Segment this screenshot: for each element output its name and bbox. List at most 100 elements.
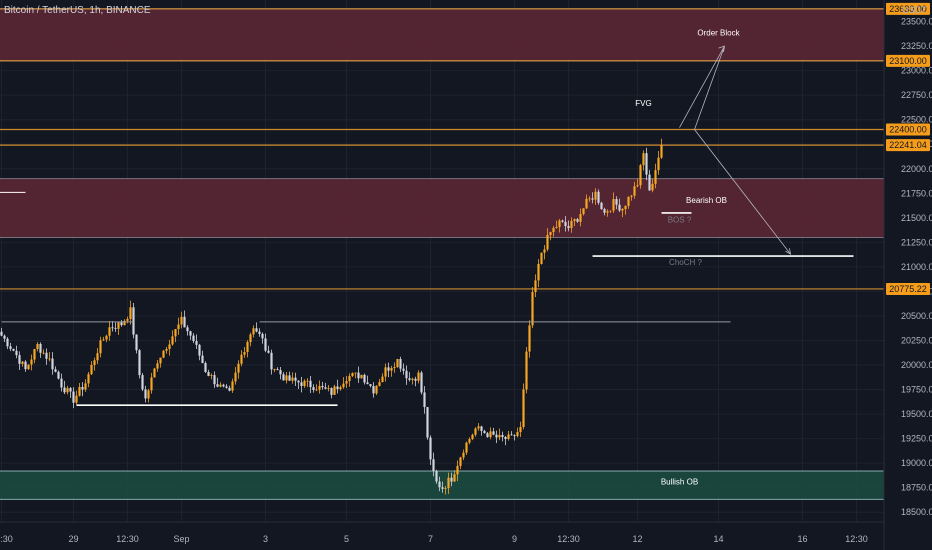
candle-body (645, 153, 648, 175)
candle-body (129, 307, 132, 320)
candle-body (51, 358, 54, 370)
candle-body (489, 431, 492, 438)
candle-body (360, 374, 363, 379)
candle-body (576, 219, 579, 222)
candle-body (219, 384, 222, 387)
candle-body (606, 211, 609, 213)
annotation-bos[interactable]: BOS ? (668, 216, 692, 225)
x-tick-label: 12 (632, 534, 642, 544)
candle-body (555, 226, 558, 228)
currency-label: USDT (902, 5, 927, 15)
candle-body (318, 385, 321, 390)
candle-body (162, 350, 165, 358)
candle-body (420, 372, 423, 393)
candle-body (177, 324, 180, 330)
candle-body (147, 390, 150, 399)
candle-body (333, 386, 336, 395)
annotation-layer: Order Block FVG Bearish OB BOS ? ChoCH ? Bull… (635, 28, 740, 486)
annotation-order-block[interactable]: Order Block (697, 28, 740, 37)
candle-body (501, 435, 504, 438)
candle-body (300, 382, 303, 386)
y-tick-label: 23250.00 (901, 41, 932, 51)
candle-body (270, 352, 273, 370)
drawing-layer (0, 45, 854, 407)
candle-body (552, 227, 555, 233)
candle-body (627, 196, 630, 206)
price-tag-layer: 23630.00 23100.00 22400.00 22241.04 20775.22 (886, 2, 930, 295)
candle-body (306, 380, 309, 382)
candle-body (372, 385, 375, 394)
candle-body (462, 452, 465, 458)
candle-body (15, 350, 18, 356)
price-tag[interactable] (886, 123, 930, 136)
candle-body (114, 328, 117, 330)
y-tick-label: 23000.00 (901, 66, 932, 76)
candle-body (111, 327, 114, 329)
candle-body (519, 426, 522, 433)
candle-body (540, 252, 543, 264)
candle-body (3, 335, 6, 339)
candle-body (387, 367, 390, 371)
annotation-choch[interactable]: ChoCH ? (669, 258, 702, 267)
x-tick-label: 5 (344, 534, 349, 544)
candle-body (45, 352, 48, 359)
zone-order-block[interactable] (0, 8, 884, 61)
time-axis-panel[interactable] (0, 522, 884, 550)
y-tick-label: 19000.00 (901, 458, 932, 468)
candle-body (126, 319, 129, 321)
candle-body (438, 481, 441, 488)
candle-body (471, 434, 474, 440)
candle-body (168, 344, 171, 350)
y-tick-label: 19250.00 (901, 434, 932, 444)
price-tag[interactable] (886, 54, 930, 67)
candle-body (21, 361, 24, 364)
candle-body (144, 389, 147, 399)
candle-body (228, 387, 231, 391)
candle-body (237, 363, 240, 373)
candle-body (84, 383, 87, 390)
price-axis: 18500.00 18750.00 19000.00 19250.00 19500.00… (901, 17, 932, 518)
candle-body (255, 328, 258, 332)
candle-body (216, 384, 219, 387)
candle-body (498, 435, 501, 438)
price-axis-panel[interactable] (884, 0, 932, 550)
candle-body (291, 377, 294, 381)
candle-body (651, 183, 654, 191)
candle-body (345, 381, 348, 384)
candle-body (525, 351, 528, 390)
candle-body (435, 471, 438, 482)
candle-body (516, 432, 519, 437)
price-tag-label: 23630.00 (889, 4, 927, 14)
candle-body (495, 434, 498, 438)
candle-body (657, 157, 660, 171)
candle-body (348, 376, 351, 382)
candle-body (621, 208, 624, 211)
zone-bullish-ob[interactable] (0, 470, 884, 500)
candle-body (249, 334, 252, 343)
candle-body (288, 375, 291, 381)
candle-body (423, 392, 426, 408)
price-tag[interactable] (886, 139, 930, 152)
candle-body (246, 342, 249, 353)
price-tag[interactable] (886, 2, 930, 15)
x-tick-label: 3 (263, 534, 268, 544)
annotation-fvg[interactable]: FVG (635, 99, 651, 108)
annotation-bullish-ob[interactable]: Bullish OB (661, 478, 698, 487)
candle-body (99, 340, 102, 354)
y-tick-label: 19750.00 (901, 385, 932, 395)
zone-bearish-ob[interactable] (0, 178, 884, 238)
candle-body (447, 477, 450, 489)
candle-body (150, 377, 153, 391)
candle-body (93, 360, 96, 365)
candle-body (261, 333, 264, 339)
candle-body (24, 361, 27, 370)
candle-body (330, 388, 333, 395)
candle-body (573, 219, 576, 221)
annotation-bearish-ob[interactable]: Bearish OB (686, 196, 727, 205)
candle-body (414, 378, 417, 381)
projection-arrow-head (785, 248, 792, 255)
y-tick-label: 18500.00 (901, 507, 932, 517)
projection-path[interactable] (679, 45, 791, 255)
price-tag[interactable] (886, 282, 930, 295)
